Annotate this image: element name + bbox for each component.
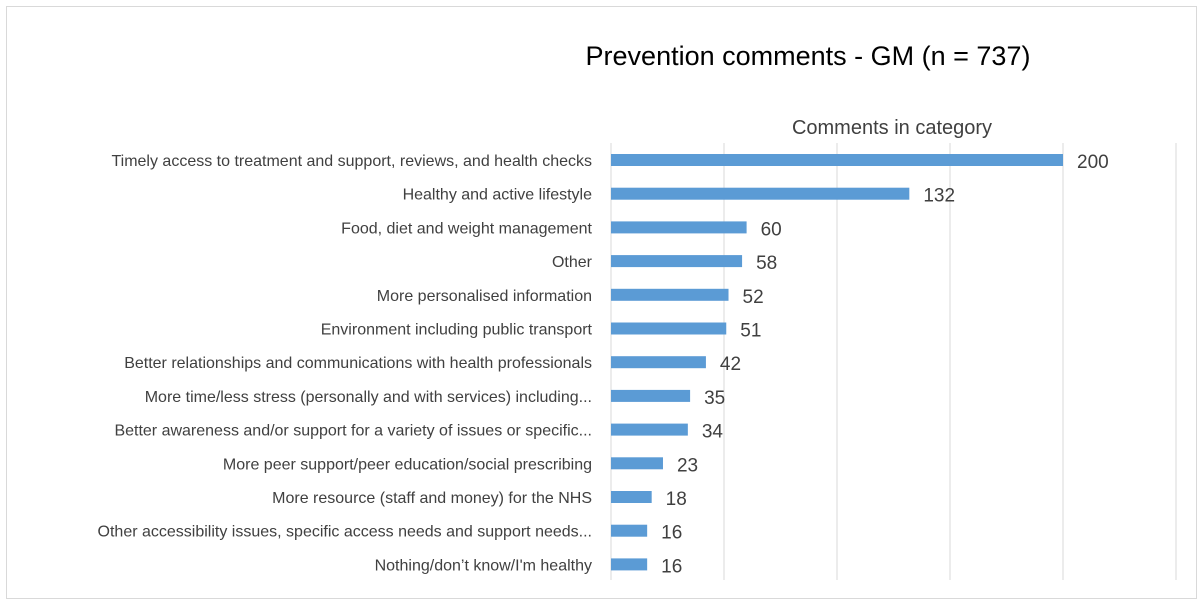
data-label: 16 bbox=[661, 523, 682, 544]
chart-title: Prevention comments - GM (n = 737) bbox=[586, 41, 1031, 71]
bar bbox=[611, 221, 747, 234]
category-labels: Timely access to treatment and support, … bbox=[98, 153, 593, 574]
category-label: Timely access to treatment and support, … bbox=[111, 153, 592, 170]
data-label: 52 bbox=[743, 287, 764, 308]
data-label: 34 bbox=[702, 422, 724, 443]
category-label: More personalised information bbox=[377, 288, 592, 305]
bar bbox=[611, 524, 648, 537]
data-label: 51 bbox=[740, 321, 761, 342]
data-label: 200 bbox=[1077, 152, 1109, 173]
data-label: 35 bbox=[704, 388, 725, 409]
bar bbox=[611, 491, 652, 503]
bar bbox=[611, 558, 648, 571]
bar bbox=[611, 356, 706, 369]
category-label: Food, diet and weight management bbox=[341, 220, 592, 237]
bar bbox=[611, 154, 1063, 166]
data-label: 18 bbox=[666, 489, 687, 510]
category-label: More resource (staff and money) for the … bbox=[272, 490, 592, 507]
chart-frame bbox=[6, 6, 1197, 599]
category-label: More peer support/peer education/social … bbox=[223, 456, 592, 473]
category-label: Healthy and active lifestyle bbox=[403, 187, 593, 204]
category-label: Better relationships and communications … bbox=[124, 355, 592, 372]
category-label: Environment including public transport bbox=[321, 322, 593, 339]
category-label: Better awareness and/or support for a va… bbox=[114, 423, 592, 440]
bar bbox=[611, 389, 691, 402]
bars bbox=[611, 154, 1063, 571]
bar bbox=[611, 423, 688, 436]
data-label: 16 bbox=[661, 556, 682, 577]
category-label: Nothing/don’t know/I'm healthy bbox=[375, 557, 592, 574]
data-label: 132 bbox=[923, 186, 955, 207]
bar bbox=[611, 322, 727, 335]
data-label: 58 bbox=[756, 253, 777, 274]
category-label: Other accessibility issues, specific acc… bbox=[98, 524, 592, 541]
data-label: 60 bbox=[761, 219, 782, 240]
data-label: 23 bbox=[677, 455, 698, 476]
bar bbox=[611, 187, 910, 200]
axis-title: Comments in category bbox=[792, 117, 992, 139]
data-label: 42 bbox=[720, 354, 741, 375]
bar bbox=[611, 288, 729, 301]
bar bbox=[611, 255, 743, 268]
bar bbox=[611, 457, 663, 470]
category-label: Other bbox=[552, 254, 593, 271]
category-label: More time/less stress (personally and wi… bbox=[145, 389, 592, 406]
